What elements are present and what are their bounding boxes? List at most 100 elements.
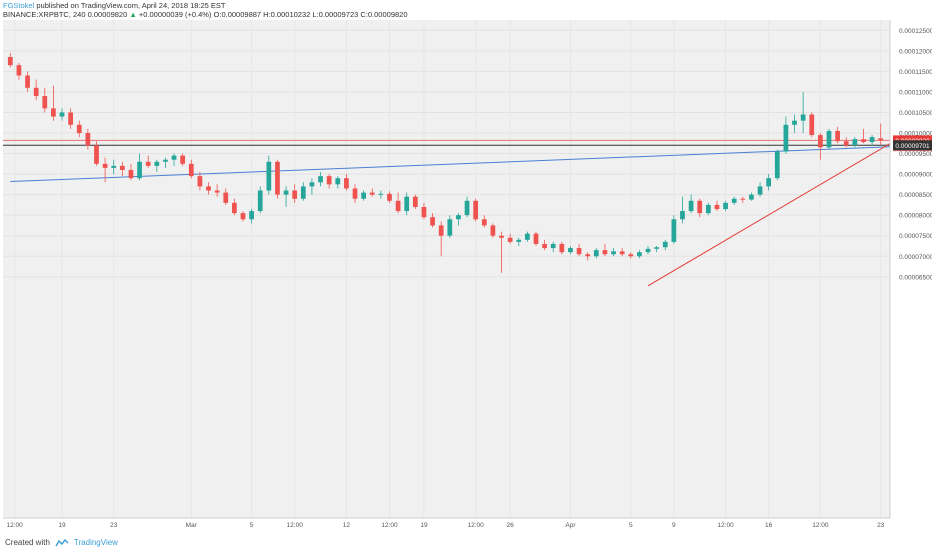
- candle-body: [171, 155, 177, 160]
- x-tick-label: 12:00: [468, 522, 485, 529]
- price-label-text: 0.00009701: [895, 143, 930, 150]
- footer: Created with TradingView: [5, 538, 118, 547]
- candle-body: [378, 193, 384, 195]
- x-tick-label: Mar: [186, 522, 198, 529]
- close-label: C:: [360, 10, 368, 19]
- candle-body: [326, 176, 332, 185]
- candle-body: [25, 75, 30, 88]
- candle-body: [68, 112, 74, 125]
- candle-body: [507, 237, 513, 242]
- candle-body: [292, 190, 298, 199]
- candle-body: [662, 241, 668, 248]
- candle-body: [257, 190, 263, 212]
- candle-body: [585, 254, 591, 257]
- last-price: 0.00009820: [87, 10, 128, 19]
- candle-body: [714, 204, 720, 210]
- plot-area[interactable]: [3, 20, 890, 518]
- candle-body: [843, 141, 849, 146]
- candle-body: [645, 248, 651, 253]
- candle-body: [628, 254, 634, 257]
- candle-body: [283, 190, 289, 195]
- candles: [7, 52, 884, 273]
- high-value: 0.00010232: [270, 10, 311, 19]
- candle-body: [809, 114, 815, 136]
- candle-body: [111, 165, 117, 168]
- open-value: 0.00009887: [221, 10, 262, 19]
- high-label: H:: [263, 10, 271, 19]
- candle-body: [826, 130, 832, 148]
- low-label: L:: [312, 10, 319, 19]
- author-link[interactable]: FGStokel: [3, 1, 35, 10]
- candle-body: [51, 108, 56, 117]
- candle-body: [344, 178, 349, 189]
- candle-body: [861, 139, 866, 143]
- support-trendline: [10, 146, 890, 182]
- tradingview-brand[interactable]: TradingView: [73, 538, 118, 547]
- x-tick-label: 12: [343, 522, 351, 529]
- x-tick-label: 12:00: [287, 522, 304, 529]
- candle-body: [395, 200, 401, 212]
- candle-body: [593, 250, 599, 257]
- candle-body: [817, 135, 823, 148]
- candle-body: [7, 56, 13, 66]
- candle-body: [309, 182, 315, 187]
- candle-body: [671, 219, 677, 242]
- uptrend-trendline: [647, 142, 890, 287]
- candle-body: [128, 169, 134, 179]
- candle-body: [740, 198, 746, 200]
- candle-body: [430, 217, 435, 226]
- candle-body: [59, 112, 65, 117]
- candle-body: [163, 159, 168, 162]
- y-tick-label: 0.00010000: [899, 130, 932, 137]
- tradingview-logo-icon: [55, 538, 69, 546]
- trendlines: [3, 139, 890, 287]
- candle-body: [619, 251, 625, 255]
- candle-body: [783, 124, 789, 152]
- up-arrow-icon: ▲: [129, 10, 137, 19]
- candle-body: [318, 176, 323, 183]
- candle-body: [757, 186, 763, 195]
- candle-body: [852, 139, 858, 146]
- x-tick-label: 12:00: [381, 522, 398, 529]
- candle-body: [85, 132, 91, 146]
- x-tick-label: 12:00: [812, 522, 829, 529]
- x-tick-label: 12:00: [717, 522, 734, 529]
- candle-body: [387, 193, 392, 201]
- candle-body: [766, 178, 772, 187]
- candle-body: [76, 124, 82, 133]
- candle-body: [145, 161, 151, 166]
- x-axis: 12:00 19 23 Mar 5 12:00 12 12:00 19 12:00 26 Apr 5 9 1…: [3, 517, 890, 529]
- candle-body: [335, 178, 341, 185]
- candle-body: [154, 161, 160, 166]
- publication-line: FGStokel published on TradingView.com, A…: [3, 1, 226, 10]
- candle-body: [16, 65, 22, 76]
- open-label: O:: [213, 10, 222, 19]
- candle-body: [137, 161, 142, 179]
- candle-body: [637, 252, 642, 257]
- x-tick-label: 5: [250, 522, 254, 529]
- created-with-text: Created with: [5, 538, 50, 547]
- candle-body: [447, 219, 453, 236]
- candle-body: [42, 96, 48, 109]
- x-tick-label: 9: [672, 522, 676, 529]
- x-tick-label: 19: [58, 522, 66, 529]
- ohlc-line: BINANCE:XRPBTC, 240 0.00009820 ▲ +0.0000…: [3, 10, 408, 19]
- candle-body: [197, 176, 203, 187]
- candle-body: [533, 233, 539, 244]
- candle-body: [102, 163, 108, 168]
- candle-body: [438, 225, 444, 236]
- candle-body: [559, 243, 565, 253]
- candle-body: [369, 192, 375, 195]
- candle-body: [206, 186, 211, 191]
- candle-body: [568, 248, 573, 253]
- candle-body: [680, 211, 685, 220]
- candle-body: [421, 206, 427, 218]
- candle-body: [869, 137, 875, 143]
- candle-body: [731, 198, 737, 203]
- candle-body: [249, 211, 254, 220]
- x-tick-label: 23: [110, 522, 118, 529]
- y-tick-label: 0.00009000: [899, 172, 932, 179]
- candle-body: [749, 194, 754, 200]
- candle-body: [94, 145, 99, 164]
